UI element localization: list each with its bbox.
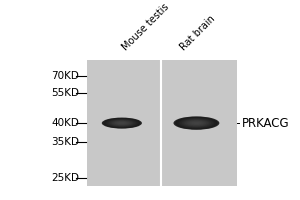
Ellipse shape bbox=[183, 119, 209, 127]
Ellipse shape bbox=[185, 120, 208, 126]
Text: Rat brain: Rat brain bbox=[178, 13, 217, 52]
Text: 35KD: 35KD bbox=[51, 137, 79, 147]
Text: 40KD: 40KD bbox=[51, 118, 79, 128]
Bar bbox=[87, 60, 237, 186]
Ellipse shape bbox=[191, 122, 201, 125]
Ellipse shape bbox=[105, 118, 139, 128]
Ellipse shape bbox=[113, 121, 130, 125]
Ellipse shape bbox=[102, 118, 142, 129]
Ellipse shape bbox=[190, 121, 203, 125]
Ellipse shape bbox=[107, 119, 136, 127]
Ellipse shape bbox=[118, 122, 126, 124]
Text: 25KD: 25KD bbox=[51, 173, 79, 183]
Ellipse shape bbox=[182, 119, 211, 127]
Text: 55KD: 55KD bbox=[51, 88, 79, 98]
Ellipse shape bbox=[187, 120, 206, 126]
Ellipse shape bbox=[116, 122, 128, 125]
Ellipse shape bbox=[109, 120, 135, 127]
Ellipse shape bbox=[115, 121, 129, 125]
Text: Mouse testis: Mouse testis bbox=[121, 2, 171, 52]
Ellipse shape bbox=[119, 122, 125, 124]
Ellipse shape bbox=[178, 118, 214, 128]
Ellipse shape bbox=[173, 116, 219, 130]
Ellipse shape bbox=[103, 118, 140, 128]
Ellipse shape bbox=[188, 121, 205, 125]
Ellipse shape bbox=[177, 117, 216, 129]
Ellipse shape bbox=[106, 119, 138, 127]
Ellipse shape bbox=[112, 120, 132, 126]
Ellipse shape bbox=[180, 118, 213, 128]
Text: PRKACG: PRKACG bbox=[242, 117, 290, 130]
Text: 70KD: 70KD bbox=[51, 71, 79, 81]
Ellipse shape bbox=[193, 122, 200, 124]
Ellipse shape bbox=[175, 117, 218, 129]
Ellipse shape bbox=[110, 120, 133, 126]
